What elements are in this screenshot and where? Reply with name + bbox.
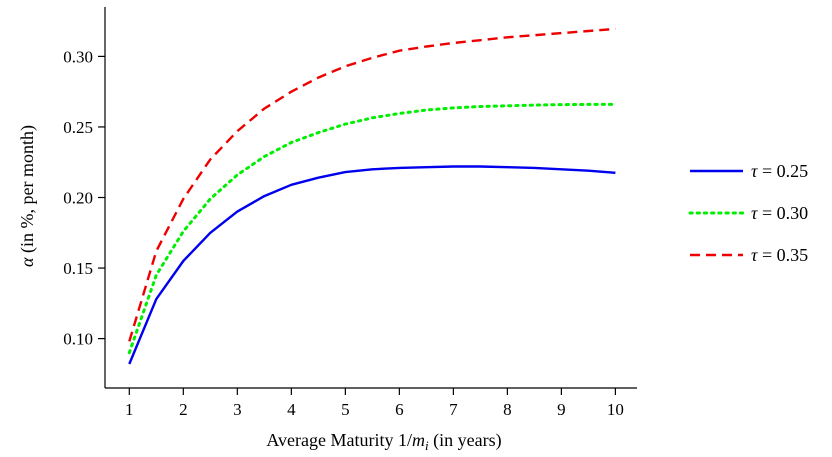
- y-tick-label: 0.25: [63, 118, 93, 137]
- x-tick-label: 10: [607, 400, 624, 419]
- x-tick-label: 5: [341, 400, 350, 419]
- x-tick-label: 8: [503, 400, 512, 419]
- x-axis-title: Average Maturity 1/mi (in years): [266, 430, 501, 453]
- x-tick-label: 4: [287, 400, 296, 419]
- y-axis-title: α (in %, per month): [17, 125, 38, 267]
- series-layer: [127, 27, 617, 365]
- y-tick-label: 0.30: [63, 47, 93, 66]
- legend-label-0: τ = 0.25: [751, 161, 808, 181]
- legend: τ = 0.25 τ = 0.30 τ = 0.35: [688, 161, 808, 265]
- y-tick-label: 0.15: [63, 259, 93, 278]
- y-tick-label: 0.10: [63, 330, 93, 349]
- series-line-2: [128, 27, 616, 342]
- legend-label-1: τ = 0.30: [751, 203, 808, 223]
- series-line-1: [127, 102, 617, 355]
- ticks-layer: 1 2 3 4 5 6 7 8 9 10 0.10 0.15 0.20 0.25 0.30: [63, 47, 624, 419]
- y-tick-label: 0.20: [63, 189, 93, 208]
- x-tick-label: 6: [395, 400, 404, 419]
- x-tick-label: 1: [125, 400, 134, 419]
- x-tick-label: 9: [557, 400, 566, 419]
- x-tick-label: 7: [449, 400, 458, 419]
- series-line-0: [128, 165, 616, 365]
- legend-label-2: τ = 0.35: [751, 245, 808, 265]
- x-tick-label: 2: [179, 400, 188, 419]
- x-tick-label: 3: [233, 400, 242, 419]
